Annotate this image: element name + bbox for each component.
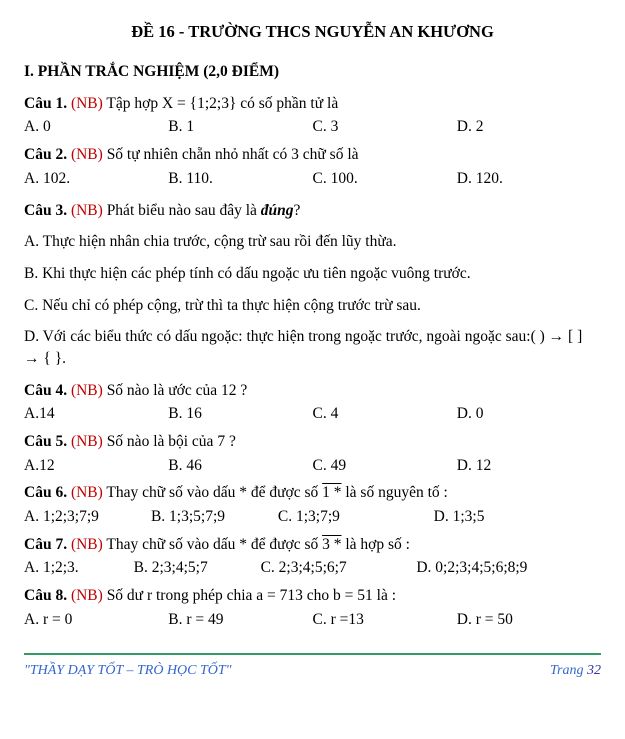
q6-pre: Thay chữ số vào dấu * để được số: [106, 484, 322, 501]
q7-label: Câu 7.: [24, 536, 67, 553]
footer-page-label: Trang: [550, 663, 587, 678]
q4-D: D. 0: [457, 403, 601, 425]
q1-text: Tập hợp X = {1;2;3} có số phần tử là: [106, 95, 338, 112]
q3-pre: Phát biểu nào sau đây là: [107, 202, 261, 219]
q7-post: là hợp số :: [341, 536, 409, 553]
q8-C: C. r =13: [313, 609, 457, 631]
q4-text: Số nào là ước của 12 ?: [107, 382, 248, 399]
q6-tag: (NB): [71, 484, 103, 501]
question-8: Câu 8. (NB) Số dư r trong phép chia a = …: [24, 585, 601, 607]
q6-A: A. 1;2;3;7;9: [24, 506, 151, 528]
q2-C: C. 100.: [313, 168, 457, 190]
q5-D: D. 12: [457, 455, 601, 477]
q3-C: C. Nếu chỉ có phép cộng, trừ thì ta thực…: [24, 295, 601, 317]
q4-tag: (NB): [71, 382, 103, 399]
question-6: Câu 6. (NB) Thay chữ số vào dấu * để đượ…: [24, 482, 601, 504]
section-heading: I. PHẦN TRẮC NGHIỆM (2,0 ĐIỂM): [24, 61, 601, 83]
q8-text: Số dư r trong phép chia a = 713 cho b = …: [107, 587, 396, 604]
q7-pre: Thay chữ số vào dấu * để được số: [106, 536, 322, 553]
q2-D: D. 120.: [457, 168, 601, 190]
q7-A: A. 1;2;3.: [24, 557, 134, 579]
question-2: Câu 2. (NB) Số tự nhiên chẵn nhỏ nhất có…: [24, 144, 601, 166]
q6-C: C. 1;3;7;9: [278, 506, 434, 528]
q3-post: ?: [294, 202, 301, 219]
q3-label: Câu 3.: [24, 202, 71, 219]
q1-B: B. 1: [168, 116, 312, 138]
q6-D: D. 1;3;5: [434, 506, 601, 528]
q5-B: B. 46: [168, 455, 312, 477]
q1-tag: (NB): [71, 95, 103, 112]
q4-options: A.14 B. 16 C. 4 D. 0: [24, 403, 601, 425]
q7-B: B. 2;3;4;5;7: [134, 557, 261, 579]
q2-B: B. 110.: [168, 168, 312, 190]
q4-C: C. 4: [313, 403, 457, 425]
page-footer: "THẦY DẠY TỐT – TRÒ HỌC TỐT" Trang 32: [24, 653, 601, 681]
doc-title: ĐỀ 16 - TRƯỜNG THCS NGUYỄN AN KHƯƠNG: [24, 20, 601, 43]
q3-tag: (NB): [71, 202, 103, 219]
q8-options: A. r = 0 B. r = 49 C. r =13 D. r = 50: [24, 609, 601, 631]
q4-label: Câu 4.: [24, 382, 71, 399]
q8-B: B. r = 49: [168, 609, 312, 631]
q2-tag: (NB): [71, 146, 103, 163]
q3-A: A. Thực hiện nhân chia trước, cộng trừ s…: [24, 231, 601, 253]
q1-label: Câu 1.: [24, 95, 67, 112]
q8-D: D. r = 50: [457, 609, 601, 631]
q2-A: A. 102.: [24, 168, 168, 190]
q5-options: A.12 B. 46 C. 49 D. 12: [24, 455, 601, 477]
q1-C: C. 3: [313, 116, 457, 138]
q7-over: 3 *: [322, 536, 341, 553]
q5-tag: (NB): [71, 433, 103, 450]
q5-A: A.12: [24, 455, 168, 477]
q4-A: A.14: [24, 403, 168, 425]
q3-D: D. Với các biểu thức có dấu ngoặc: thực …: [24, 326, 601, 369]
q6-label: Câu 6.: [24, 484, 67, 501]
q7-options: A. 1;2;3. B. 2;3;4;5;7 C. 2;3;4;5;6;7 D.…: [24, 557, 601, 579]
q8-A: A. r = 0: [24, 609, 168, 631]
question-3: Câu 3. (NB) Phát biểu nào sau đây là đún…: [24, 200, 601, 222]
q1-D: D. 2: [457, 116, 601, 138]
q3-em: đúng: [261, 202, 294, 219]
q1-A: A. 0: [24, 116, 168, 138]
q7-tag: (NB): [71, 536, 103, 553]
q2-options: A. 102. B. 110. C. 100. D. 120.: [24, 168, 601, 190]
q6-post: là số nguyên tố :: [341, 484, 447, 501]
q4-B: B. 16: [168, 403, 312, 425]
q6-B: B. 1;3;5;7;9: [151, 506, 278, 528]
q3-B: B. Khi thực hiện các phép tính có dấu ng…: [24, 263, 601, 285]
q6-over: 1 *: [322, 484, 341, 501]
q6-options: A. 1;2;3;7;9 B. 1;3;5;7;9 C. 1;3;7;9 D. …: [24, 506, 601, 528]
q5-text: Số nào là bội của 7 ?: [107, 433, 236, 450]
q7-D: D. 0;2;3;4;5;6;8;9: [416, 557, 601, 579]
q2-text: Số tự nhiên chẵn nhỏ nhất có 3 chữ số là: [107, 146, 359, 163]
q2-label: Câu 2.: [24, 146, 67, 163]
q8-tag: (NB): [71, 587, 103, 604]
footer-page-num: 32: [587, 663, 601, 678]
question-5: Câu 5. (NB) Số nào là bội của 7 ?: [24, 431, 601, 453]
q5-C: C. 49: [313, 455, 457, 477]
q8-label: Câu 8.: [24, 587, 67, 604]
footer-slogan: "THẦY DẠY TỐT – TRÒ HỌC TỐT": [24, 661, 232, 681]
question-1: Câu 1. (NB) Tập hợp X = {1;2;3} có số ph…: [24, 93, 601, 115]
footer-page: Trang 32: [550, 661, 601, 681]
q5-label: Câu 5.: [24, 433, 67, 450]
q1-options: A. 0 B. 1 C. 3 D. 2: [24, 116, 601, 138]
question-4: Câu 4. (NB) Số nào là ước của 12 ?: [24, 380, 601, 402]
q7-C: C. 2;3;4;5;6;7: [261, 557, 417, 579]
question-7: Câu 7. (NB) Thay chữ số vào dấu * để đượ…: [24, 534, 601, 556]
